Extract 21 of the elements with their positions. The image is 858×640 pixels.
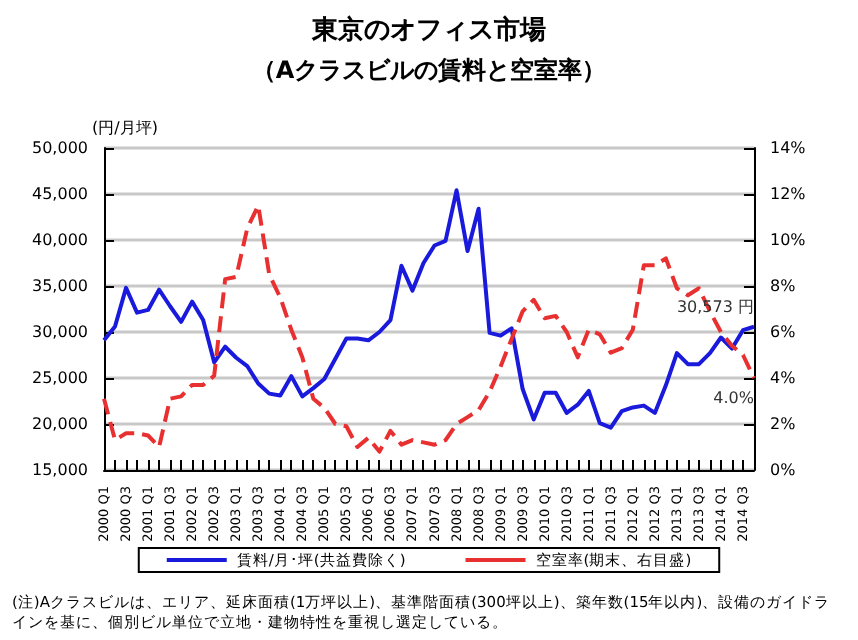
y2-tick-label: 2% (770, 415, 797, 433)
data-label: 4.0% (713, 389, 755, 407)
y2-tick-label: 12% (770, 185, 807, 203)
data-label: 30,573 円 (676, 297, 754, 316)
y2-tick-label: 0% (770, 461, 797, 479)
chart-title: 東京のオフィス市場 (310, 14, 546, 46)
y2-tick-label: 6% (770, 323, 797, 341)
y2-tick-label: 8% (770, 277, 797, 295)
y-tick-label: 20,000 (32, 415, 88, 433)
y-tick-label: 40,000 (32, 231, 88, 249)
y-tick-label: 30,000 (32, 323, 88, 341)
y-tick-label: 15,000 (32, 461, 88, 479)
y-tick-label: 35,000 (32, 277, 88, 295)
y2-tick-label: 4% (770, 369, 797, 387)
y-tick-label: 45,000 (32, 185, 88, 203)
y-tick-label: 25,000 (32, 369, 88, 387)
y2-tick-label: 14% (770, 139, 807, 157)
y-tick-label: 50,000 (32, 139, 88, 157)
chart-subtitle: （Aクラスビルの賃料と空室率） (251, 56, 607, 84)
y-axis-title: (円/月坪) (92, 119, 158, 137)
y2-tick-label: 10% (770, 231, 807, 249)
